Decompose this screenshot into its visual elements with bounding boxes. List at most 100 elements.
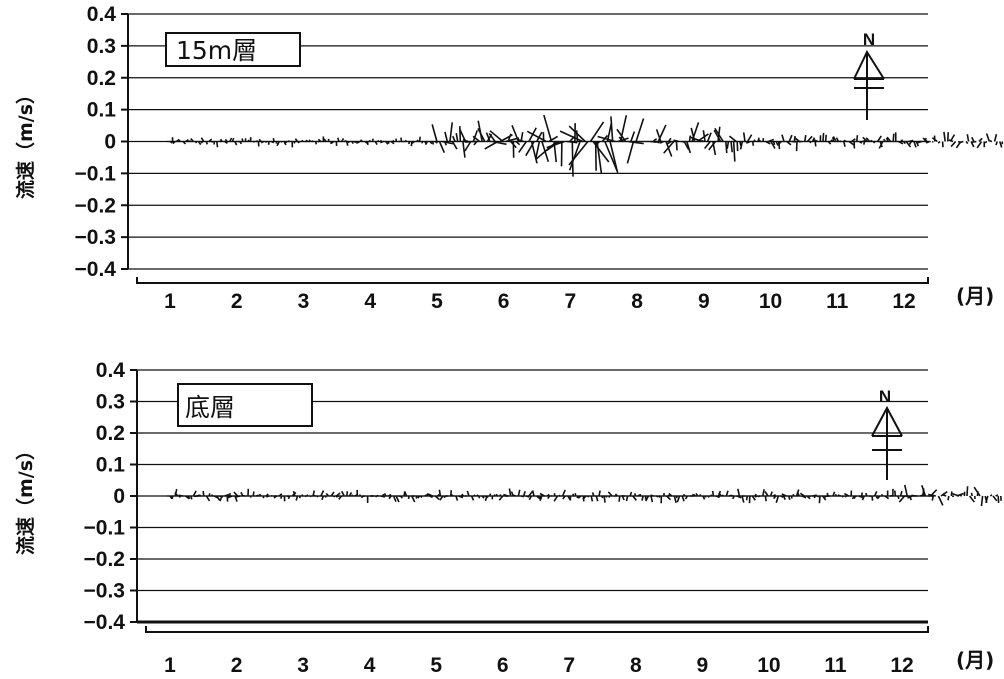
- velocity-stick: [900, 139, 904, 143]
- velocity-stick: [227, 495, 233, 499]
- velocity-stick: [943, 131, 946, 142]
- velocity-stick: [762, 489, 765, 497]
- velocity-stick: [673, 139, 680, 143]
- velocity-stick: [754, 493, 757, 497]
- velocity-stick: [577, 495, 582, 499]
- velocity-stick: [287, 140, 290, 143]
- y-tick-label: 0.2: [87, 67, 116, 90]
- velocity-stick: [287, 495, 291, 500]
- velocity-stick: [492, 140, 507, 146]
- x-tick-label: 11: [826, 290, 849, 313]
- velocity-stick: [921, 484, 927, 497]
- velocity-stick: [356, 140, 361, 144]
- velocity-stick: [841, 495, 844, 498]
- velocity-stick: [434, 495, 440, 501]
- velocity-stick: [205, 141, 209, 145]
- velocity-stick: [704, 140, 711, 149]
- velocity-stick: [241, 138, 244, 142]
- velocity-stick: [224, 138, 228, 143]
- velocity-stick: [728, 135, 737, 143]
- velocity-stick: [260, 140, 264, 144]
- velocity-stick: [632, 495, 638, 501]
- velocity-stick: [630, 131, 636, 142]
- velocity-stick: [466, 490, 470, 497]
- vector-sticks: [166, 484, 1002, 507]
- velocity-stick: [266, 495, 270, 498]
- velocity-stick: [898, 495, 906, 503]
- velocity-stick: [511, 493, 517, 497]
- velocity-stick: [702, 495, 706, 500]
- velocity-stick: [477, 127, 486, 142]
- velocity-stick: [576, 495, 579, 499]
- velocity-stick: [346, 141, 349, 146]
- velocity-stick: [403, 491, 408, 497]
- velocity-stick: [520, 495, 525, 498]
- velocity-stick: [992, 495, 998, 502]
- velocity-stick: [655, 495, 659, 498]
- velocity-stick: [547, 495, 551, 500]
- north-label: N: [863, 30, 875, 49]
- velocity-stick: [311, 140, 314, 143]
- velocity-stick: [948, 139, 954, 143]
- velocity-stick: [806, 135, 813, 143]
- north-arrow-icon: N: [853, 30, 885, 120]
- velocity-stick: [855, 135, 859, 142]
- velocity-stick: [481, 495, 485, 499]
- velocity-stick: [603, 495, 606, 503]
- velocity-stick: [673, 495, 677, 503]
- velocity-stick: [885, 137, 889, 142]
- velocity-stick: [832, 491, 836, 497]
- velocity-stick: [886, 136, 892, 142]
- velocity-stick: [276, 141, 280, 147]
- velocity-stick: [843, 139, 847, 143]
- velocity-stick: [725, 490, 729, 497]
- velocity-stick: [174, 488, 178, 497]
- velocity-stick: [415, 495, 418, 499]
- velocity-stick: [775, 141, 779, 145]
- velocity-stick: [590, 495, 594, 502]
- velocity-stick: [224, 493, 230, 497]
- velocity-stick: [536, 131, 543, 142]
- velocity-stick: [942, 492, 946, 497]
- velocity-stick: [485, 132, 491, 142]
- velocity-stick: [772, 494, 776, 497]
- velocity-stick: [178, 494, 184, 497]
- velocity-stick: [614, 493, 618, 497]
- north-label: N: [879, 387, 891, 406]
- velocity-stick: [645, 495, 650, 502]
- velocity-stick: [451, 141, 458, 150]
- velocity-stick: [799, 492, 805, 497]
- velocity-stick: [832, 136, 837, 142]
- velocity-stick: [488, 132, 496, 142]
- velocity-stick: [515, 140, 521, 146]
- velocity-stick: [843, 141, 846, 147]
- velocity-stick: [641, 495, 644, 501]
- velocity-stick: [764, 495, 767, 502]
- x-tick-label: 8: [631, 290, 643, 313]
- velocity-stick: [754, 495, 758, 498]
- velocity-stick: [830, 139, 833, 142]
- panel-label: 15m層: [176, 36, 257, 65]
- velocity-stick: [718, 492, 722, 497]
- velocity-stick: [902, 140, 906, 145]
- velocity-stick: [788, 134, 793, 142]
- velocity-stick: [711, 490, 715, 497]
- velocity-stick: [535, 140, 558, 160]
- velocity-stick: [273, 495, 278, 499]
- x-axis-unit: (月): [956, 284, 994, 308]
- x-tick-label: 4: [364, 654, 376, 677]
- velocity-stick: [258, 493, 262, 497]
- velocity-stick: [553, 495, 559, 502]
- velocity-stick: [568, 141, 581, 171]
- velocity-stick: [176, 139, 179, 142]
- y-tick-label: −0.2: [84, 548, 125, 571]
- velocity-stick: [229, 137, 233, 142]
- velocity-stick: [753, 139, 756, 143]
- velocity-stick: [950, 140, 957, 148]
- velocity-stick: [966, 134, 970, 142]
- velocity-stick: [751, 495, 756, 501]
- velocity-stick: [280, 495, 283, 499]
- velocity-stick: [308, 139, 312, 142]
- velocity-stick: [348, 492, 353, 497]
- velocity-stick: [516, 138, 524, 143]
